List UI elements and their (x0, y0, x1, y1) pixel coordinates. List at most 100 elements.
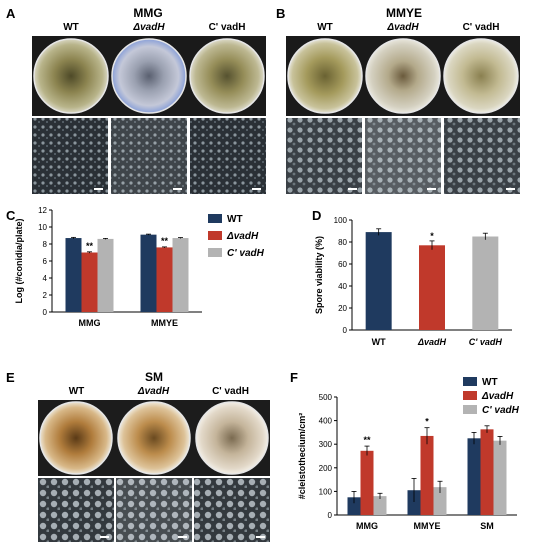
legend-label: C' vadH (227, 248, 265, 259)
bar (419, 245, 445, 330)
micro-a-complement (190, 118, 266, 194)
bar (360, 450, 374, 515)
micro-a-mutant (111, 118, 187, 194)
micro-a-wt (32, 118, 108, 194)
micro-b-mutant (365, 118, 441, 194)
x-tick-label: MMG (356, 521, 378, 531)
bar (347, 497, 361, 515)
bar (97, 238, 114, 312)
legend-label: ΔvadH (226, 231, 259, 242)
legend-swatch (463, 405, 477, 414)
y-axis-label: Log (#conidia/plate) (14, 218, 24, 303)
y-tick-label: 500 (319, 393, 333, 402)
bar (493, 440, 507, 515)
panel-letter-c: C (6, 208, 16, 223)
bar (420, 435, 434, 515)
x-tick-label: SM (480, 521, 494, 531)
bar (467, 438, 481, 515)
y-tick-label: 60 (338, 260, 347, 269)
bar (433, 487, 447, 515)
legend-label: C' vadH (482, 405, 520, 416)
significance-mark: ** (161, 236, 169, 246)
legend-label: WT (482, 377, 498, 388)
panel-e-title: SM (145, 370, 163, 384)
scale-bar (100, 536, 109, 538)
panel-e-strain-wt: WT (68, 386, 85, 397)
scale-bar (252, 188, 261, 190)
y-tick-label: 100 (319, 487, 333, 496)
y-tick-label: 0 (43, 308, 48, 317)
micro-e-wt (38, 478, 114, 542)
micro-e-complement (194, 478, 270, 542)
plate-b-wt (287, 38, 363, 114)
y-tick-label: 20 (338, 304, 347, 313)
scale-bar (173, 188, 182, 190)
plate-a-wt (33, 38, 109, 114)
scale-bar (256, 536, 265, 538)
scale-bar (94, 188, 103, 190)
panel-b-strain-complement: C' vadH (462, 22, 500, 33)
panel-b-strain-wt: WT (317, 22, 333, 33)
y-tick-label: 40 (338, 282, 347, 291)
x-tick-label: WT (372, 337, 386, 347)
panel-e-strain-complement: C' vadH (212, 386, 249, 397)
y-tick-label: 80 (338, 238, 347, 247)
legend-swatch (463, 377, 477, 386)
legend-swatch (463, 391, 477, 400)
bar (472, 236, 499, 330)
significance-mark: * (425, 417, 429, 427)
y-tick-label: 0 (343, 326, 348, 335)
y-tick-label: 100 (334, 216, 348, 225)
y-tick-label: 10 (38, 223, 47, 232)
plate-e-mutant (117, 401, 191, 475)
x-tick-label: ΔvadH (417, 337, 447, 347)
panel-e-strain-mutant: ΔvadH (137, 386, 170, 397)
y-tick-label: 400 (319, 417, 333, 426)
y-tick-label: 200 (319, 464, 333, 473)
scale-bar (178, 536, 187, 538)
bar (365, 232, 392, 330)
panel-letter-b: B (276, 6, 286, 21)
y-axis-label: Spore viability (%) (314, 236, 324, 314)
panel-b-strain-mutant: ΔvadH (387, 22, 419, 33)
bar (480, 429, 494, 515)
x-tick-label: C' vadH (469, 337, 503, 347)
panel-letter-d: D (312, 208, 322, 223)
bar (407, 490, 421, 515)
bar (373, 496, 387, 515)
plate-e-complement (195, 401, 269, 475)
scale-bar (427, 188, 436, 190)
y-tick-label: 12 (38, 206, 47, 215)
y-tick-label: 2 (43, 291, 48, 300)
significance-mark: * (430, 231, 434, 241)
chart-d: 0 20 40 60 80 100 WT * ΔvadH C' vadH Spore viabili… (314, 216, 512, 347)
legend-label: ΔvadH (481, 391, 514, 402)
scale-bar (506, 188, 515, 190)
y-tick-label: 300 (319, 440, 333, 449)
scale-bar (348, 188, 357, 190)
micro-e-mutant (116, 478, 192, 542)
plate-b-mutant (365, 38, 441, 114)
chart-c: 0 2 4 6 8 10 12 ** MMG ** MMYE Log (#conidia/plate)… (14, 206, 265, 328)
plate-a-complement (189, 38, 265, 114)
panel-a-strain-complement: C' vadH (208, 22, 246, 33)
legend-swatch (208, 214, 222, 223)
panel-a-title: MMG (133, 6, 163, 20)
y-tick-label: 4 (43, 274, 48, 283)
panel-a-strain-wt: WT (63, 22, 79, 33)
panel-e-photos (38, 400, 270, 542)
y-tick-label: 6 (43, 257, 48, 266)
x-tick-label: MMYE (151, 318, 178, 328)
bar (65, 238, 82, 312)
bar (140, 234, 157, 312)
plate-e-wt (39, 401, 113, 475)
panel-a-strain-mutant: ΔvadH (133, 22, 165, 33)
panel-b-photos (286, 36, 520, 196)
bar (172, 238, 189, 312)
panel-a-photos (32, 36, 266, 196)
legend-swatch (208, 231, 222, 240)
panel-letter-e: E (6, 370, 15, 385)
plate-a-mutant (111, 38, 187, 114)
plate-b-complement (443, 38, 519, 114)
y-axis-label: #cleistothecium/cm² (297, 413, 307, 500)
